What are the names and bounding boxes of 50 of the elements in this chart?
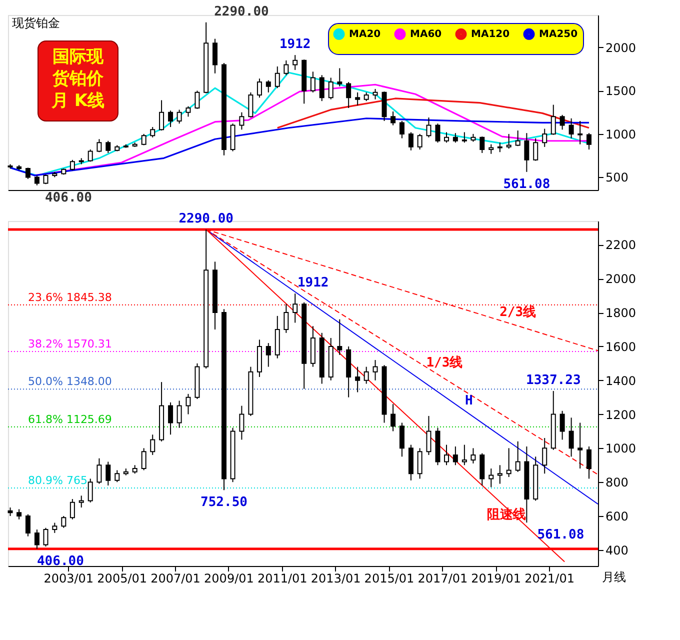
x-tick-label: 2017/01: [418, 572, 468, 586]
annotation: 1912: [297, 276, 329, 291]
y-tick-label: 1400: [606, 374, 636, 388]
x-tick-label: 2003/01: [44, 572, 94, 586]
annotation: H: [464, 394, 473, 409]
legend-label: MA120: [471, 29, 510, 40]
ref-line-label: 80.9% 765: [28, 474, 88, 488]
annotation: 406.00: [36, 554, 84, 569]
y-tick-label: 1000: [606, 442, 636, 456]
y-tick-label: 500: [606, 170, 628, 185]
x-tick-label: 2019/01: [471, 572, 522, 586]
annotation: 406.00: [44, 190, 92, 206]
legend-label: MA20: [349, 29, 381, 40]
legend-label: MA60: [410, 29, 442, 40]
annotation: 国际现货铂价月 K线: [50, 47, 105, 111]
annotation: 561.08: [537, 528, 584, 543]
x-tick-label: 2021/01: [524, 572, 574, 586]
y-tick-label: 1800: [606, 306, 636, 320]
y-tick-label: 1600: [606, 340, 636, 354]
annotation: 752.50: [200, 495, 248, 510]
ref-line-label: 50.0% 1348.00: [28, 375, 112, 388]
annotation: 2/3线: [500, 304, 536, 320]
annotation: 561.08: [503, 176, 550, 192]
annotation: 阻速线: [487, 507, 526, 522]
y-tick-label: 400: [606, 543, 628, 558]
x-tick-label: 2013/01: [310, 572, 361, 586]
chart-title: 现货铂金: [12, 16, 60, 30]
y-tick-label: 2000: [606, 272, 636, 286]
x-tick-label: 2005/01: [97, 572, 148, 586]
y-tick-label: 600: [606, 509, 628, 524]
legend-label: MA250: [539, 29, 578, 40]
annotation: 1912: [279, 37, 311, 52]
annotation: 2290.00: [178, 211, 234, 226]
ref-line-label: 38.2% 1570.31: [28, 337, 112, 350]
text: 月线: [602, 570, 626, 584]
x-tick-label: 2007/01: [150, 572, 200, 586]
annotation: 1/3线: [426, 356, 463, 371]
ref-line-label: 61.8% 1125.69: [28, 412, 112, 426]
y-tick-label: 800: [606, 476, 628, 490]
y-tick-label: 1200: [606, 408, 636, 422]
y-tick-label: 2200: [606, 238, 636, 252]
ref-line-label: 23.6% 1845.38: [28, 290, 112, 304]
y-tick-label: 2000: [606, 40, 636, 55]
x-tick-label: 2011/01: [257, 572, 308, 586]
annotation: 2290.00: [214, 4, 270, 20]
x-tick-label: 2009/01: [204, 572, 254, 586]
x-tick-label: 2015/01: [364, 572, 414, 586]
annotation: 1337.23: [526, 373, 581, 388]
y-tick-label: 1500: [606, 84, 636, 98]
y-tick-label: 1000: [606, 127, 636, 142]
